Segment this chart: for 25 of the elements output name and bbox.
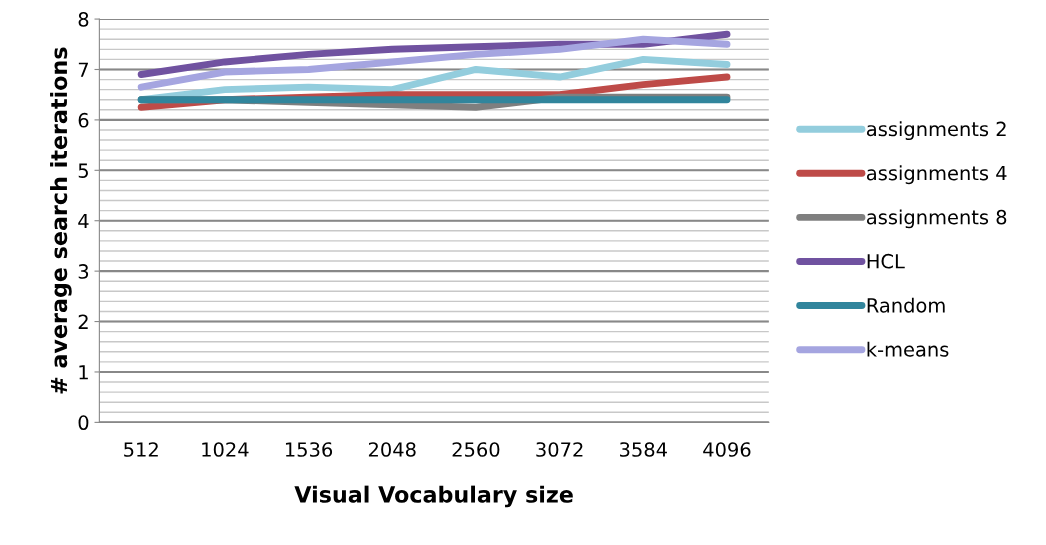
x-tick-label: 1536 bbox=[285, 442, 333, 457]
y-tick-label: 4 bbox=[78, 213, 89, 229]
legend-label: assignments 2 bbox=[866, 121, 1006, 141]
x-tick-label: 4096 bbox=[703, 442, 751, 457]
legend-label: k-means bbox=[867, 341, 949, 357]
y-tick-label: 8 bbox=[78, 12, 89, 27]
legend-label: HCL bbox=[867, 253, 905, 269]
x-tick-label: 1024 bbox=[202, 442, 249, 457]
x-tick-label: 3584 bbox=[620, 442, 667, 457]
y-tick-label: 3 bbox=[78, 264, 89, 279]
legend-label: assignments 4 bbox=[866, 165, 1007, 185]
x-tick-label: 512 bbox=[124, 442, 158, 457]
y-tick-label: 5 bbox=[78, 163, 88, 178]
y-axis-title: # average search iterations bbox=[50, 47, 72, 394]
y-tick-label: 7 bbox=[78, 62, 88, 77]
x-tick-label: 3072 bbox=[536, 442, 583, 457]
y-tick-label: 0 bbox=[78, 415, 89, 431]
x-axis-title: Visual Vocabulary size bbox=[294, 485, 573, 508]
legend-label: Random bbox=[867, 297, 945, 313]
x-tick-label: 2560 bbox=[452, 442, 500, 457]
legend-label: assignments 8 bbox=[866, 209, 1007, 229]
y-tick-label: 1 bbox=[79, 365, 88, 380]
y-tick-label: 6 bbox=[78, 112, 89, 128]
x-tick-label: 2048 bbox=[368, 442, 416, 457]
y-tick-label: 2 bbox=[78, 314, 88, 329]
